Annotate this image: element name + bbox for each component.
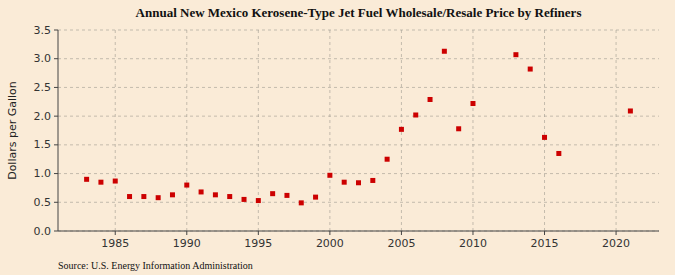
x-tick [401, 231, 402, 235]
x-tick [258, 231, 259, 235]
point [98, 180, 103, 185]
x-tick [115, 231, 116, 235]
y-tick-label: 3.5 [34, 24, 52, 37]
x-tick-label: 2010 [459, 237, 487, 250]
x-grid-line [616, 30, 617, 231]
point [256, 198, 261, 203]
point [399, 127, 404, 132]
point [370, 178, 375, 183]
y-tick-label: 1.0 [34, 167, 52, 180]
point [327, 173, 332, 178]
x-grid-line [186, 30, 187, 231]
point [428, 97, 433, 102]
point [628, 108, 633, 113]
title: Annual New Mexico Kerosene-Type Jet Fuel… [136, 5, 582, 20]
point [456, 126, 461, 131]
points [84, 49, 633, 206]
x-grid-line [472, 30, 473, 231]
y-axis-line [58, 30, 59, 231]
point [84, 177, 89, 182]
y-tick [54, 144, 58, 145]
y-tick-label: 2.5 [34, 81, 52, 94]
y-grid-line [58, 116, 659, 117]
x-tick-label: 1985 [101, 237, 129, 250]
y-tick [54, 173, 58, 174]
point [156, 195, 161, 200]
y-tick-label: 0.5 [34, 196, 52, 209]
y-grid-line [58, 144, 659, 145]
y-axis-label: Dollars per Gallon [6, 81, 19, 180]
point [270, 191, 275, 196]
grid [58, 30, 659, 231]
x-tick [544, 231, 545, 235]
y-grid-line [58, 58, 659, 59]
point [313, 195, 318, 200]
y-tick-label: 3.0 [34, 52, 52, 65]
point [356, 180, 361, 185]
axes: 0.0 0.5 1.0 1.5 2.0 2.5 3.0 3.5 1985 1990 1995 2000… [34, 24, 660, 251]
x-grid-line [544, 30, 545, 231]
x-tick-label: 1990 [173, 237, 201, 250]
y-grid-line [58, 231, 659, 232]
chart-container: 0.0 0.5 1.0 1.5 2.0 2.5 3.0 3.5 1985 1990 1995 2000… [0, 0, 675, 275]
y-tick-label: 2.0 [34, 110, 52, 123]
point [170, 192, 175, 197]
y-grid-line [58, 30, 659, 31]
point [299, 200, 304, 205]
x-tick-label: 2020 [602, 237, 630, 250]
point [513, 52, 518, 57]
x-tick-label: 2005 [387, 237, 415, 250]
y-tick [54, 30, 58, 31]
x-grid-line [115, 30, 116, 231]
point [227, 194, 232, 199]
y-tick-label: 1.5 [34, 138, 52, 151]
y-grid-line [58, 87, 659, 88]
point [385, 157, 390, 162]
chart-svg: 0.0 0.5 1.0 1.5 2.0 2.5 3.0 3.5 1985 1990 1995 2000… [0, 0, 675, 275]
x-tick-label: 2015 [531, 237, 559, 250]
x-tick [329, 231, 330, 235]
point [528, 67, 533, 72]
y-tick [54, 202, 58, 203]
point [284, 193, 289, 198]
x-tick-label: 1995 [244, 237, 272, 250]
point [113, 179, 118, 184]
point [556, 151, 561, 156]
point [342, 180, 347, 185]
y-grid-line [58, 173, 659, 174]
source-annotation: Source: U.S. Energy Information Administ… [58, 260, 253, 271]
x-tick [472, 231, 473, 235]
x-tick-label: 2000 [316, 237, 344, 250]
x-grid-line [329, 30, 330, 231]
point [199, 189, 204, 194]
point [213, 192, 218, 197]
point [127, 194, 132, 199]
point [542, 135, 547, 140]
point [242, 197, 247, 202]
y-grid-line [58, 202, 659, 203]
point [442, 49, 447, 54]
y-tick [54, 116, 58, 117]
point [141, 194, 146, 199]
point [470, 101, 475, 106]
y-tick [54, 58, 58, 59]
x-tick [186, 231, 187, 235]
y-tick-label: 0.0 [34, 225, 52, 238]
x-tick [616, 231, 617, 235]
y-tick [54, 231, 58, 232]
point [413, 112, 418, 117]
y-tick [54, 87, 58, 88]
x-axis-line [58, 231, 659, 232]
point [184, 183, 189, 188]
